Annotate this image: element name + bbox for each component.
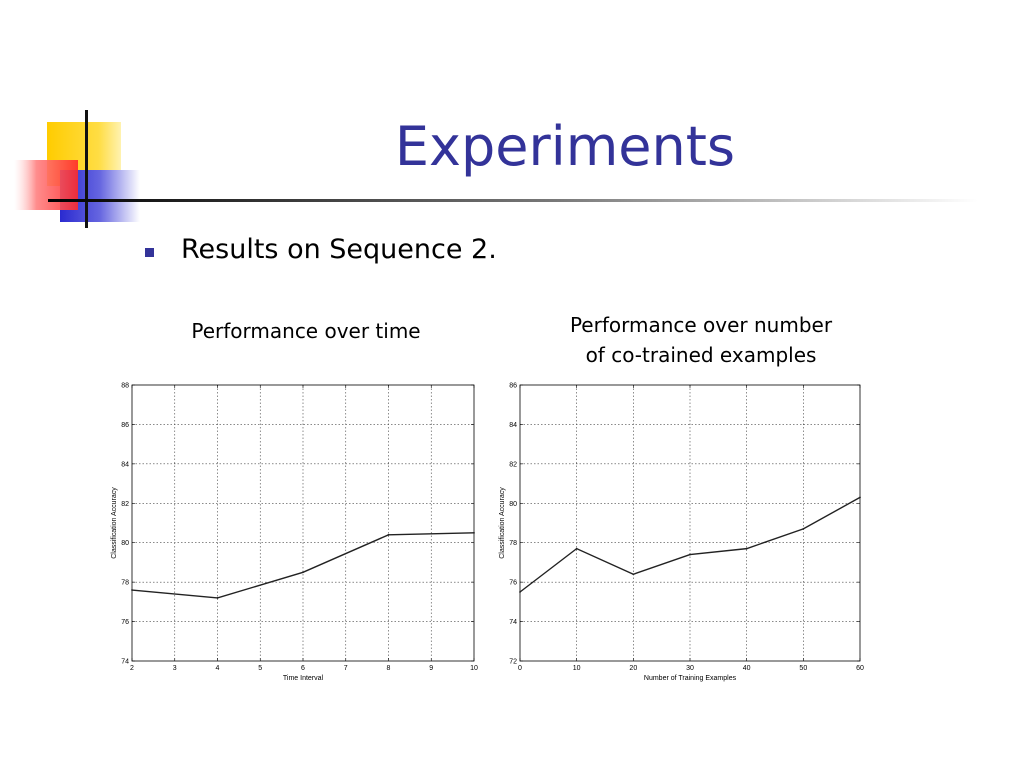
caption-right-line-1: Performance over number (569, 313, 833, 337)
data-point (519, 591, 521, 593)
y-tick-label: 88 (121, 383, 129, 390)
y-tick-label: 82 (121, 501, 129, 508)
data-point (387, 533, 390, 536)
y-tick-label: 76 (121, 619, 129, 626)
corner-decoration (14, 110, 978, 228)
x-tick-label: 7 (344, 665, 348, 672)
vertical-rule (85, 110, 88, 228)
slide-title: Experiments (394, 115, 736, 178)
y-tick-label: 76 (509, 580, 517, 587)
x-tick-label: 60 (856, 665, 864, 672)
caption-right: Performance over number of co-trained ex… (520, 310, 882, 370)
x-tick-label: 10 (573, 665, 581, 672)
x-tick-label: 6 (301, 665, 305, 672)
y-tick-label: 84 (121, 461, 129, 468)
red-square (14, 160, 78, 210)
y-tick-label: 78 (121, 580, 129, 587)
data-point (216, 597, 219, 599)
y-tick-label: 74 (121, 659, 129, 666)
y-tick-label: 84 (509, 422, 517, 429)
x-tick-label: 50 (799, 665, 807, 672)
bullet-text: Results on Sequence 2. (181, 234, 497, 265)
data-point (802, 528, 805, 530)
data-point (859, 496, 861, 499)
x-tick-label: 30 (686, 665, 694, 672)
x-tick-label: 0 (518, 665, 522, 672)
x-tick-label: 10 (470, 665, 478, 672)
x-axis-label: Number of Training Examples (644, 675, 737, 682)
y-tick-label: 80 (509, 501, 517, 508)
y-tick-label: 74 (509, 619, 517, 626)
data-point (745, 547, 748, 550)
x-tick-label: 8 (387, 665, 391, 672)
y-axis-label: Classification Accuracy (111, 487, 118, 559)
data-point (302, 571, 304, 574)
x-tick-label: 2 (130, 665, 134, 672)
y-tick-label: 86 (121, 422, 129, 429)
y-tick-label: 78 (509, 540, 517, 547)
x-axis-label: Time Interval (283, 675, 324, 682)
data-point (473, 531, 475, 534)
data-point (632, 573, 635, 576)
y-tick-label: 82 (509, 461, 517, 468)
data-point (575, 547, 578, 550)
caption-left: Performance over time (191, 319, 421, 343)
y-tick-label: 80 (121, 540, 129, 547)
chart-training-examples: 0 10 20 30 40 50 60 72 74 76 78 80 82 84 86 Number of T… (499, 383, 864, 683)
x-tick-label: 40 (743, 665, 751, 672)
bullet-square-icon (145, 248, 154, 257)
horizontal-rule (48, 199, 978, 202)
x-tick-label: 5 (258, 665, 262, 672)
y-tick-label: 86 (509, 383, 517, 390)
x-tick-label: 9 (429, 665, 433, 672)
data-point (131, 589, 133, 591)
x-tick-label: 4 (216, 665, 220, 672)
caption-right-line-2: of co-trained examples (585, 343, 817, 367)
y-axis-label: Classification Accuracy (499, 487, 506, 559)
data-point (689, 553, 691, 556)
x-tick-label: 20 (629, 665, 637, 672)
x-tick-label: 3 (173, 665, 177, 672)
y-tick-label: 72 (509, 659, 517, 666)
